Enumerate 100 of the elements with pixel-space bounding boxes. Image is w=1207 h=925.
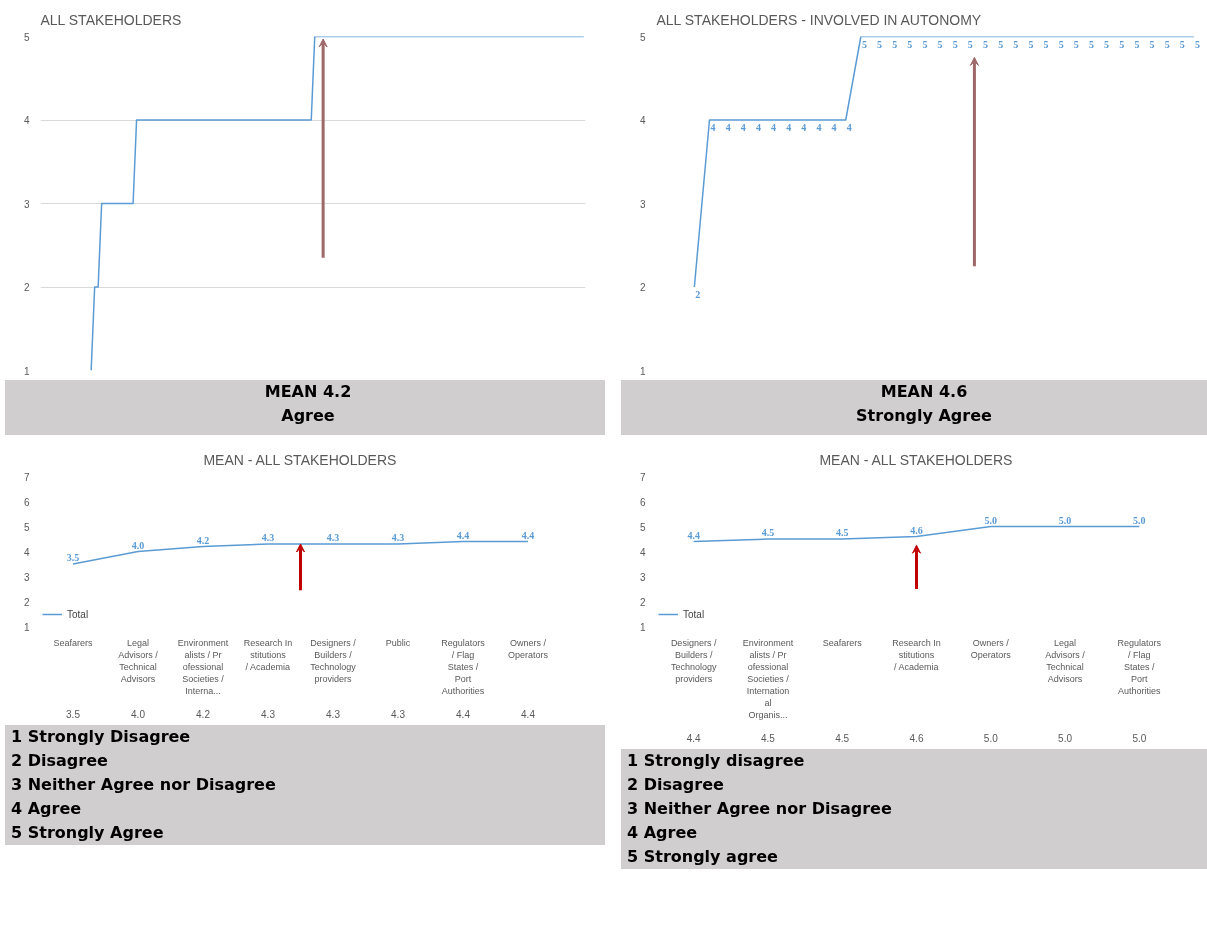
data-label: 5 <box>937 38 943 50</box>
data-label: 5 <box>922 38 928 50</box>
x-tick-label: Research Institutions / Academia <box>243 637 293 672</box>
y-tick-label: 7 <box>23 471 30 483</box>
data-label: 5 <box>861 38 867 50</box>
y-tick-label: 7 <box>639 471 646 483</box>
text: 4.3 <box>261 532 275 543</box>
data-label: 5 <box>1028 38 1034 50</box>
text: 4.2 <box>196 534 210 546</box>
data-label: 5 <box>877 38 883 50</box>
data-label: 5 <box>1013 38 1019 50</box>
x-tick-label: Legal Advisors / Technical Advisors <box>118 637 159 684</box>
text: 4.3 <box>391 532 405 543</box>
data-label: 4 <box>816 122 822 133</box>
y-tick-label: 6 <box>639 496 646 508</box>
data-label: 4.2 <box>196 708 211 720</box>
y-tick-label: 2 <box>639 282 646 293</box>
data-label: 5 <box>998 38 1004 50</box>
data-label: 4.4 <box>456 708 471 720</box>
data-label: 2 <box>695 289 701 300</box>
data-label: 5 <box>892 38 898 50</box>
chart-title: ALL STAKEHOLDERS - INVOLVED IN AUTONOMY <box>656 11 982 28</box>
data-label: 4.5 <box>835 732 850 744</box>
legend-label: Total <box>67 608 89 620</box>
y-tick-label: 3 <box>639 198 646 210</box>
y-tick-label: 2 <box>23 282 30 293</box>
y-tick-label: 1 <box>23 621 30 633</box>
data-label: 4.3 <box>391 708 406 720</box>
x-tick-label: Regulators / Flag States / Port Authorities <box>441 637 486 696</box>
data-label: 4.6 <box>909 732 924 744</box>
data-label: 5 <box>1088 38 1094 50</box>
text: 4.4 <box>521 529 535 541</box>
data-label: 4.3 <box>326 708 341 720</box>
text: 1 Strongly Disagree <box>11 727 191 746</box>
chart-title: ALL STAKEHOLDERS <box>40 11 182 28</box>
text: 4.4 <box>687 529 700 541</box>
text: MEAN 4.2 <box>264 382 352 401</box>
y-tick-label: 4 <box>639 115 646 126</box>
y-tick-label: 4 <box>23 115 30 126</box>
legend-label: Total <box>683 608 705 620</box>
data-label: 5.0 <box>983 732 999 744</box>
data-label: 4 <box>755 122 761 133</box>
data-label: 5 <box>1073 38 1079 50</box>
x-tick-label: Regulators / Flag States / Port Authorities <box>1117 637 1162 696</box>
text: 5 Strongly Agree <box>11 823 164 842</box>
text: 5.0 <box>1058 514 1072 526</box>
data-label: 5 <box>1179 38 1185 50</box>
x-tick-label: Designers / Builders / Technology providers <box>670 637 717 684</box>
x-tick-label: Owners / Operators <box>507 637 549 660</box>
chart-title: MEAN - ALL STAKEHOLDERS <box>819 451 1013 468</box>
x-tick-label: Seafarers <box>53 637 94 648</box>
y-tick-label: 6 <box>23 496 30 508</box>
text: Strongly Agree <box>856 406 992 425</box>
data-label: 4 <box>831 122 837 133</box>
data-label: 4 <box>786 122 792 133</box>
x-tick-label: Public <box>385 637 411 648</box>
text: 4.4 <box>456 529 470 541</box>
text: 5.0 <box>1133 514 1146 526</box>
text: 2 Disagree <box>627 775 724 794</box>
data-label: 5 <box>1149 38 1155 50</box>
data-label: 5 <box>967 38 973 50</box>
text: 4 Agree <box>11 799 82 818</box>
text: 5 Strongly agree <box>627 847 778 866</box>
data-label: 4.4 <box>686 732 702 744</box>
y-tick-label: 5 <box>639 521 646 533</box>
text: 5.0 <box>984 514 998 526</box>
data-label: 4 <box>771 122 777 133</box>
text: 4.5 <box>761 527 775 538</box>
y-tick-label: 1 <box>639 365 646 377</box>
y-tick-label: 2 <box>639 596 646 608</box>
data-label: 3.5 <box>66 708 81 720</box>
data-label: 5 <box>982 38 988 50</box>
data-label: 5 <box>1134 38 1140 50</box>
y-tick-label: 4 <box>639 546 646 558</box>
data-label: 4 <box>846 122 852 133</box>
x-tick-label: Legal Advisors / Technical Advisors <box>1045 637 1086 684</box>
x-tick-label: Research Institutions / Academia <box>892 637 941 672</box>
text: 4.3 <box>326 532 340 543</box>
x-tick-label: Seafarers <box>822 637 863 648</box>
y-tick-label: 3 <box>23 571 30 583</box>
data-label: 5 <box>1164 38 1170 50</box>
text: 2 Disagree <box>11 751 108 770</box>
y-tick-label: 5 <box>23 521 30 533</box>
data-label: 5 <box>1194 38 1200 50</box>
text: 3 Neither Agree nor Disagree <box>11 775 276 794</box>
data-label: 4 <box>710 122 716 133</box>
x-tick-label: Environmentalists / Professional Societies / International Organis... <box>742 637 794 720</box>
text: 4.6 <box>910 524 923 536</box>
data-label: 4.3 <box>261 708 276 720</box>
data-label: 4 <box>801 122 807 133</box>
y-tick-label: 1 <box>639 621 646 633</box>
y-tick-label: 1 <box>23 365 30 377</box>
text: 4.0 <box>131 539 145 551</box>
text: Agree <box>281 406 335 425</box>
data-label: 4.4 <box>521 708 536 720</box>
x-tick-label: Environmentalists / Professional Societies / Interna... <box>177 637 229 696</box>
x-tick-label: Designers / Builders / Technology providers <box>310 637 357 684</box>
data-label: 5 <box>1043 38 1049 50</box>
data-label: 5 <box>1119 38 1125 50</box>
y-tick-label: 3 <box>639 571 646 583</box>
